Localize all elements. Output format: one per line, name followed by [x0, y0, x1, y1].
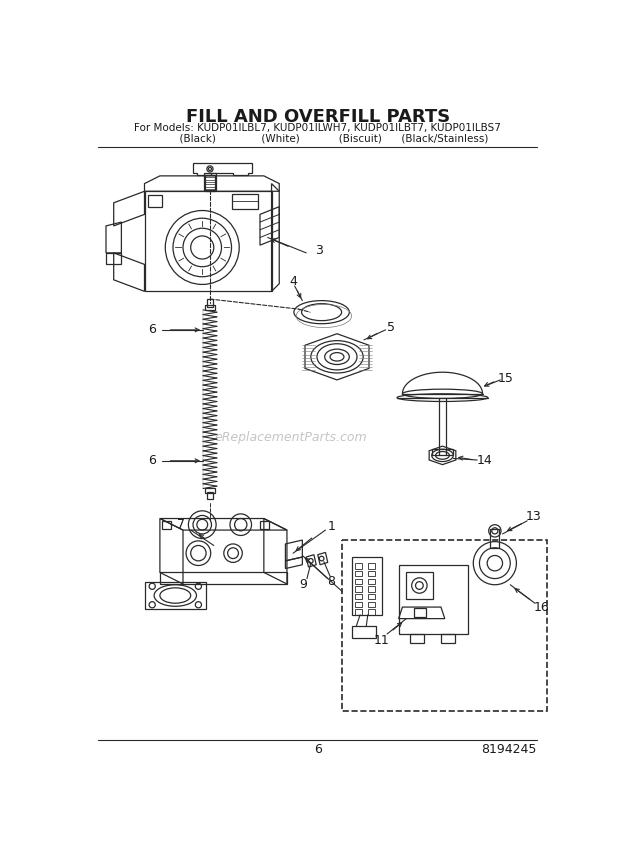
Bar: [231, 193, 259, 209]
Bar: [414, 608, 425, 617]
Text: 11: 11: [374, 633, 389, 646]
Bar: [406, 573, 433, 599]
Bar: [368, 609, 376, 615]
Text: 8: 8: [327, 575, 335, 588]
Bar: [204, 173, 216, 190]
Text: 15: 15: [498, 372, 513, 385]
Text: (Black)              (White)            (Biscuit)      (Black/Stainless): (Black) (White) (Biscuit) (Black/Stainle…: [147, 134, 489, 143]
Text: 5: 5: [387, 321, 395, 334]
Text: For Models: KUDP01ILBL7, KUDP01ILWH7, KUDP01ILBT7, KUDP01ILBS7: For Models: KUDP01ILBL7, KUDP01ILWH7, KU…: [135, 123, 501, 134]
Bar: [342, 540, 547, 711]
Bar: [207, 299, 213, 306]
Bar: [490, 528, 500, 548]
Bar: [410, 634, 424, 643]
Bar: [148, 195, 162, 206]
Text: 16: 16: [533, 602, 549, 615]
Text: 7: 7: [177, 518, 185, 532]
Text: FILL AND OVERFILL PARTS: FILL AND OVERFILL PARTS: [185, 108, 450, 126]
Text: 1: 1: [328, 520, 335, 532]
Bar: [162, 520, 172, 528]
Text: eReplacementParts.com: eReplacementParts.com: [215, 431, 367, 444]
Bar: [368, 586, 376, 591]
Text: 6: 6: [314, 743, 322, 756]
Bar: [355, 579, 363, 584]
Text: 14: 14: [477, 454, 493, 467]
Bar: [368, 571, 376, 576]
Bar: [205, 489, 215, 493]
Bar: [355, 609, 363, 615]
Bar: [355, 602, 363, 607]
Text: 6: 6: [148, 455, 156, 467]
Text: 9: 9: [299, 579, 307, 591]
Bar: [432, 449, 453, 455]
Bar: [368, 594, 376, 599]
Text: 3: 3: [316, 244, 323, 257]
Bar: [260, 520, 269, 528]
Bar: [355, 586, 363, 591]
Text: 6: 6: [148, 324, 156, 336]
Bar: [355, 571, 363, 576]
Bar: [352, 557, 382, 615]
Text: 8194245: 8194245: [481, 743, 536, 756]
Bar: [205, 306, 215, 310]
Text: 4: 4: [289, 275, 297, 288]
Bar: [441, 634, 455, 643]
Bar: [368, 579, 376, 584]
Bar: [205, 175, 215, 191]
Text: 13: 13: [526, 510, 541, 524]
Bar: [355, 594, 363, 599]
Bar: [355, 563, 363, 568]
Bar: [207, 492, 213, 499]
Bar: [368, 602, 376, 607]
Bar: [368, 563, 376, 568]
